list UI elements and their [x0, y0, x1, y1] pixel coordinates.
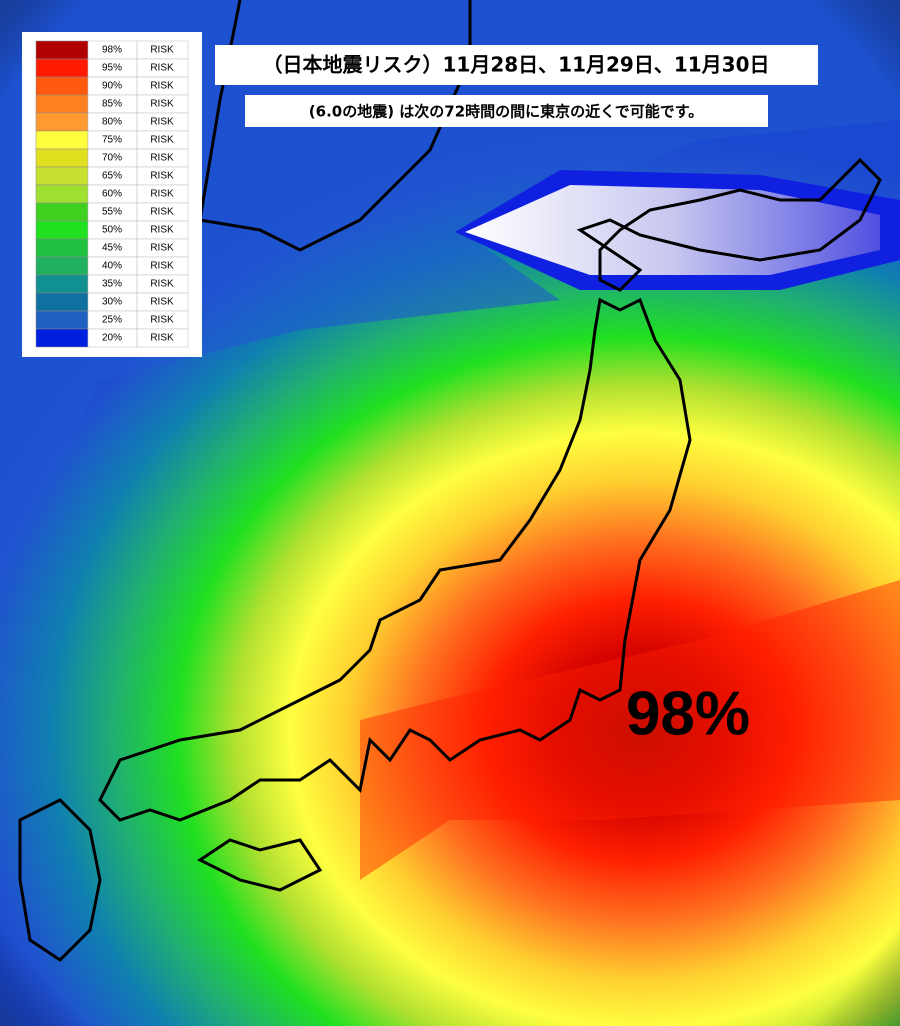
legend-label: 75%	[102, 135, 122, 146]
legend: 98% RISK 95% RISK 90% RISK 85% RISK 80% RISK 75% RI…	[35, 40, 189, 348]
legend-risk: RISK	[150, 261, 174, 272]
legend-swatch	[35, 166, 89, 186]
legend-swatch	[35, 58, 89, 78]
legend-risk: RISK	[150, 207, 174, 218]
legend-swatch	[35, 202, 89, 222]
legend-label: 98%	[102, 45, 122, 56]
legend-swatch	[35, 112, 89, 132]
legend-swatch	[35, 238, 89, 258]
legend-label: 85%	[102, 99, 122, 110]
legend-swatch	[35, 184, 89, 204]
legend-risk: RISK	[150, 153, 174, 164]
legend-risk: RISK	[150, 279, 174, 290]
legend-label: 55%	[102, 207, 122, 218]
legend-swatch	[35, 256, 89, 276]
legend-risk: RISK	[150, 99, 174, 110]
legend-cell	[136, 328, 189, 348]
legend-risk: RISK	[150, 81, 174, 92]
legend-risk: RISK	[150, 189, 174, 200]
legend-risk: RISK	[150, 63, 174, 74]
legend-label: 45%	[102, 243, 122, 254]
legend-label: 65%	[102, 171, 122, 182]
legend-swatch	[35, 292, 89, 312]
legend-swatch	[35, 76, 89, 96]
legend-risk: RISK	[150, 225, 174, 236]
risk-annotation: 98%	[626, 679, 750, 748]
legend-swatch	[35, 40, 89, 60]
legend-risk: RISK	[150, 297, 174, 308]
legend-swatch	[35, 130, 89, 150]
legend-label: 40%	[102, 261, 122, 272]
legend-risk: RISK	[150, 171, 174, 182]
legend-swatch	[35, 148, 89, 168]
legend-label: 35%	[102, 279, 122, 290]
legend-label: 25%	[102, 315, 122, 326]
legend-swatch	[35, 310, 89, 330]
legend-label: 95%	[102, 63, 122, 74]
legend-label: 30%	[102, 297, 122, 308]
legend-label: 80%	[102, 117, 122, 128]
subtitle-box	[245, 95, 768, 127]
legend-risk: RISK	[150, 45, 174, 56]
legend-swatch	[35, 220, 89, 240]
legend-risk: RISK	[150, 333, 174, 344]
legend-risk: RISK	[150, 117, 174, 128]
legend-label: 70%	[102, 153, 122, 164]
legend-label: 90%	[102, 81, 122, 92]
legend-swatch	[35, 274, 89, 294]
title: （日本地震リスク）11月28日、11月29日、11月30日	[263, 53, 770, 77]
legend-risk: RISK	[150, 135, 174, 146]
legend-risk: RISK	[150, 315, 174, 326]
legend-risk: RISK	[150, 243, 174, 254]
legend-swatch	[35, 328, 89, 348]
legend-label: 50%	[102, 225, 122, 236]
legend-swatch	[35, 94, 89, 114]
legend-label: 20%	[102, 333, 122, 344]
legend-label: 60%	[102, 189, 122, 200]
subtitle: (6.0の地震) は次の72時間の間に東京の近くで可能です。	[309, 103, 703, 121]
title-box	[215, 45, 818, 85]
